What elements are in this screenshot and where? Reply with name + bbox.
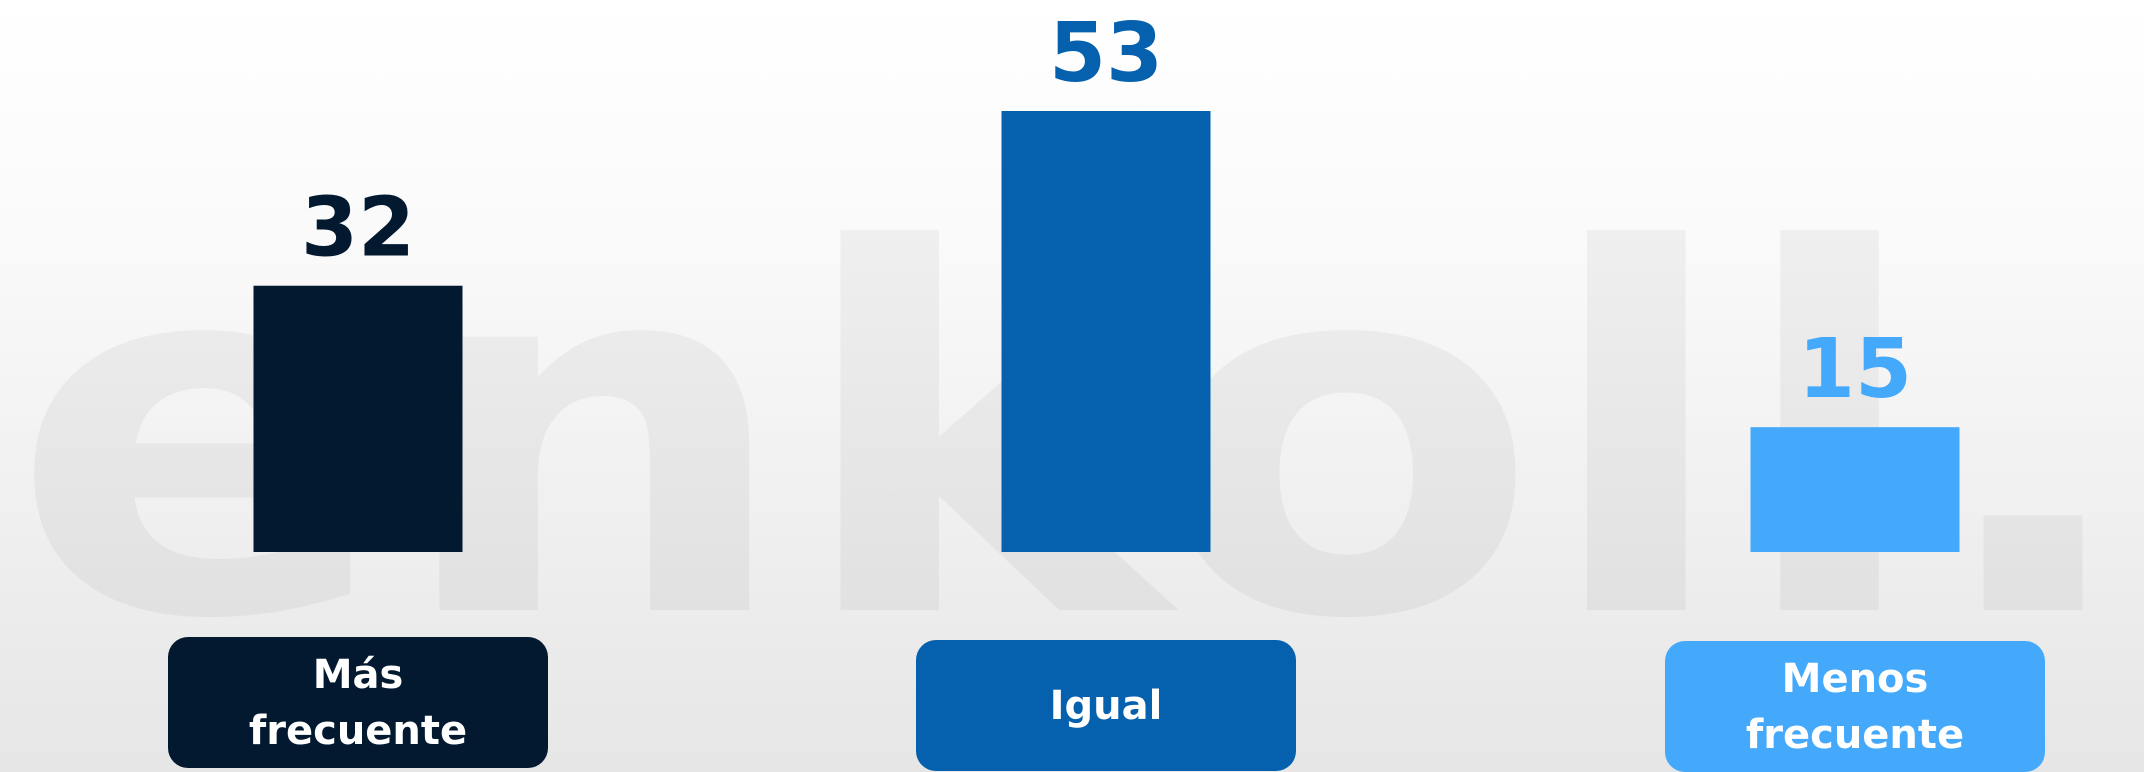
bar [253, 285, 463, 552]
bar [1750, 427, 1960, 552]
category-label: Menos frecuente [1665, 641, 2045, 772]
value-label: 53 [1049, 6, 1163, 101]
bar [1001, 111, 1211, 552]
category-label: Igual [916, 640, 1296, 771]
value-label: 32 [301, 181, 415, 276]
category-label: Más frecuente [168, 637, 548, 768]
value-label: 15 [1798, 322, 1912, 417]
